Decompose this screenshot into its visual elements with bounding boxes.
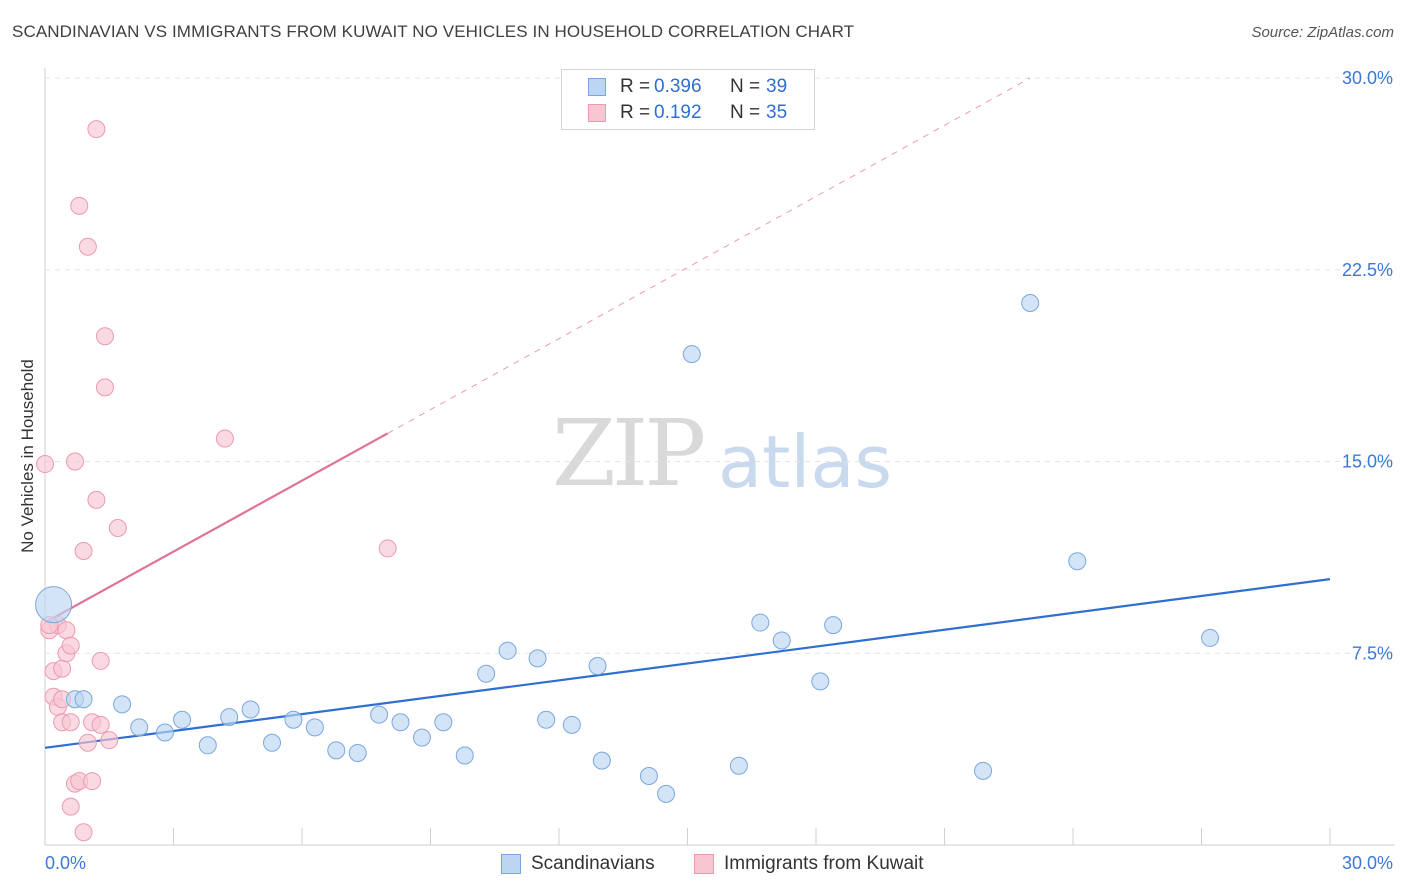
data-point-scandinavians	[198, 736, 217, 755]
data-point-scandinavians	[477, 664, 496, 683]
legend-r-value: 0.192	[654, 102, 702, 123]
tick-labels: 7.5% 15.0% 22.5% 30.0% 0.0% 30.0%	[45, 68, 1393, 873]
legend-label: Immigrants from Kuwait	[724, 853, 924, 874]
data-point-kuwait	[57, 621, 76, 640]
data-point-kuwait	[100, 731, 119, 750]
data-point-kuwait	[378, 539, 397, 558]
data-point-scandinavians	[537, 710, 556, 729]
legend-n-label: N =	[730, 76, 761, 97]
grid-lines	[45, 77, 1395, 654]
legend-row-kuwait: R = 0.192 N = 35	[562, 100, 814, 126]
data-point-scandinavians	[1201, 628, 1220, 647]
data-point-scandinavians	[74, 690, 93, 709]
data-point-kuwait	[78, 733, 97, 752]
data-point-scandinavians	[772, 631, 791, 650]
trend-line-kuwait	[44, 432, 389, 624]
data-point-kuwait	[70, 196, 89, 215]
data-point-kuwait	[91, 651, 110, 670]
data-point-scandinavians	[639, 766, 658, 785]
data-point-scandinavians	[682, 345, 701, 364]
data-point-scandinavians	[1021, 293, 1040, 312]
chart-title: SCANDINAVIAN VS IMMIGRANTS FROM KUWAIT N…	[12, 22, 855, 41]
legend-swatch-pink	[588, 104, 606, 122]
trend-lines	[44, 77, 1331, 749]
data-point-scandinavians	[391, 713, 410, 732]
data-point-kuwait	[78, 237, 97, 256]
data-point-scandinavians	[751, 613, 770, 632]
data-point-scandinavians	[305, 718, 324, 737]
data-point-scandinavians	[220, 708, 239, 727]
data-point-kuwait	[61, 636, 80, 655]
data-point-scandinavians	[729, 756, 748, 775]
data-points	[35, 120, 1220, 842]
data-point-kuwait	[83, 772, 102, 791]
legend-r-label: R =	[620, 76, 651, 97]
data-point-scandinavians	[327, 741, 346, 760]
trend-line-scandinavians	[44, 578, 1331, 749]
data-point-kuwait	[95, 327, 114, 346]
data-point-kuwait	[74, 541, 93, 560]
data-point-scandinavians	[348, 743, 367, 762]
legend-r-value: 0.396	[654, 76, 702, 97]
data-point-kuwait	[61, 797, 80, 816]
data-point-scandinavians	[113, 695, 132, 714]
data-point-scandinavians	[241, 700, 260, 719]
data-point-kuwait	[95, 378, 114, 397]
data-point-kuwait	[74, 823, 93, 842]
data-point-scandinavians	[1068, 552, 1087, 571]
legend-swatch-blue	[501, 854, 521, 874]
data-point-scandinavians	[155, 723, 174, 742]
data-point-kuwait	[87, 490, 106, 509]
data-point-scandinavians	[263, 733, 282, 752]
data-point-scandinavians	[562, 715, 581, 734]
data-point-scandinavians	[130, 718, 149, 737]
trend-extension-kuwait	[387, 77, 1031, 434]
y-axis-label: No Vehicles in Household	[18, 359, 37, 553]
data-point-scandinavians	[588, 657, 607, 676]
legend-r-label: R =	[620, 102, 651, 123]
chart-source: Source: ZipAtlas.com	[1251, 24, 1394, 41]
data-point-scandinavians	[811, 672, 830, 691]
data-point-scandinavians	[824, 616, 843, 635]
data-point-kuwait	[108, 518, 127, 537]
data-point-scandinavians	[657, 784, 676, 803]
stats-legend: R = 0.396 N = 39 R = 0.192 N = 35	[561, 69, 815, 130]
series-legend: Scandinavians Immigrants from Kuwait	[0, 851, 1406, 879]
data-point-kuwait	[215, 429, 234, 448]
legend-n-value: 39	[766, 76, 788, 97]
legend-n-label: N =	[730, 102, 761, 123]
data-point-kuwait	[91, 715, 110, 734]
data-point-kuwait	[61, 713, 80, 732]
axes	[44, 68, 1395, 846]
legend-swatch-pink	[694, 854, 714, 874]
y-tick-label: 15.0%	[1342, 452, 1393, 472]
data-point-scandinavians	[498, 641, 517, 660]
x-tick-label: 30.0%	[1342, 853, 1393, 873]
watermark-zip: ZIP	[552, 400, 706, 507]
y-tick-label: 30.0%	[1342, 68, 1393, 88]
data-point-kuwait	[65, 452, 84, 471]
data-point-scandinavians	[592, 751, 611, 770]
data-point-scandinavians	[284, 710, 303, 729]
legend-swatch-blue	[588, 78, 606, 96]
y-tick-label: 22.5%	[1342, 260, 1393, 280]
data-point-scandinavians	[412, 728, 431, 747]
data-point-scandinavians	[370, 705, 389, 724]
data-point-scandinavians	[974, 761, 993, 780]
data-point-scandinavians	[35, 586, 73, 624]
y-tick-label: 7.5%	[1352, 643, 1393, 663]
legend-label: Scandinavians	[531, 853, 655, 874]
data-point-kuwait	[87, 120, 106, 139]
data-point-kuwait	[36, 455, 54, 474]
data-point-scandinavians	[434, 713, 453, 732]
data-point-scandinavians	[173, 710, 192, 729]
data-point-scandinavians	[455, 746, 474, 765]
data-point-kuwait	[53, 659, 72, 678]
x-tick-label: 0.0%	[45, 853, 86, 873]
legend-row-scandinavians: R = 0.396 N = 39	[562, 74, 814, 100]
data-point-scandinavians	[528, 649, 547, 668]
legend-n-value: 35	[766, 102, 788, 123]
